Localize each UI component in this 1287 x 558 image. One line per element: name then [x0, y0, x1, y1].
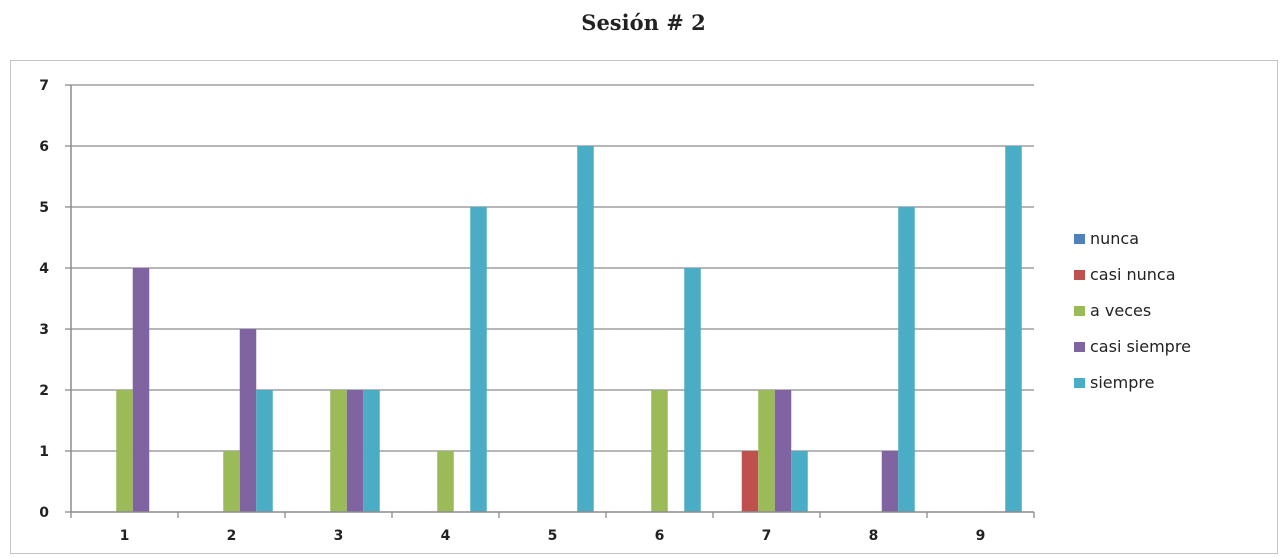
- bar-a-veces-4: [437, 451, 454, 512]
- bars: [116, 146, 1022, 512]
- bar-casi-nunca-7: [741, 451, 759, 512]
- bar-siempre-8: [898, 207, 915, 512]
- bar-a-veces-1: [116, 390, 133, 512]
- bar-casi-siempre-2: [239, 329, 257, 512]
- x-axis-ticks: 1 2 3 4 5 6 7 8 9: [120, 528, 986, 544]
- legend-swatch: [1074, 270, 1085, 280]
- legend-label: casi nunca: [1090, 265, 1176, 284]
- bar-casi-siempre-7: [774, 390, 792, 512]
- x-tick-label: 2: [227, 528, 237, 544]
- bar-siempre-9: [1005, 146, 1022, 512]
- y-tick-label: 1: [39, 444, 49, 460]
- legend-swatch: [1074, 378, 1085, 388]
- y-tick-label: 0: [39, 505, 49, 521]
- legend-swatch: [1074, 342, 1085, 352]
- bar-siempre-4: [470, 207, 487, 512]
- bar-siempre-7: [791, 451, 808, 512]
- bar-siempre-6: [684, 268, 701, 512]
- chart-title: Sesión # 2: [581, 10, 706, 35]
- x-tick-label: 8: [869, 528, 879, 544]
- y-tick-label: 4: [39, 261, 49, 277]
- legend-swatch: [1074, 234, 1085, 244]
- legend-label: a veces: [1090, 301, 1151, 320]
- bar-a-veces-3: [330, 390, 347, 512]
- bar-casi-siempre-3: [346, 390, 364, 512]
- bar-casi-siempre-8: [881, 451, 899, 512]
- bar-a-veces-6: [651, 390, 668, 512]
- legend-label: casi siempre: [1090, 337, 1191, 356]
- x-tick-label: 6: [655, 528, 665, 544]
- legend-label: siempre: [1090, 373, 1154, 392]
- y-tick-label: 7: [39, 78, 49, 94]
- x-tick-label: 7: [762, 528, 772, 544]
- x-tick-label: 4: [441, 528, 451, 544]
- x-tick-label: 3: [334, 528, 344, 544]
- y-tick-label: 2: [39, 383, 49, 399]
- x-tick-label: 5: [548, 528, 558, 544]
- gridlines: [71, 84, 1034, 452]
- y-axis-ticks: 0 1 2 3 4 5 6 7: [39, 78, 49, 521]
- legend: nunca casi nunca a veces casi siempre siempr…: [1074, 229, 1191, 392]
- chart-plot: 0 1 2 3 4 5 6 7 1 2 3 4 5 6 7 8 9 nunca casi nunca a vece…: [39, 78, 1191, 544]
- bar-a-veces-2: [223, 451, 240, 512]
- bar-siempre-2: [256, 390, 273, 512]
- x-tick-label: 9: [976, 528, 986, 544]
- chart-frame: 0 1 2 3 4 5 6 7 1 2 3 4 5 6 7 8 9 nunca casi nunca a vece…: [10, 60, 1278, 554]
- bar-siempre-3: [363, 390, 380, 512]
- bar-casi-siempre-1: [132, 268, 150, 512]
- y-tick-label: 5: [39, 200, 49, 216]
- bar-a-veces-7: [758, 390, 775, 512]
- axes: [65, 84, 1035, 518]
- bar-siempre-5: [577, 146, 594, 512]
- y-tick-label: 3: [39, 322, 49, 338]
- legend-swatch: [1074, 306, 1085, 316]
- x-tick-label: 1: [120, 528, 130, 544]
- legend-label: nunca: [1090, 229, 1139, 248]
- y-tick-label: 6: [39, 139, 49, 155]
